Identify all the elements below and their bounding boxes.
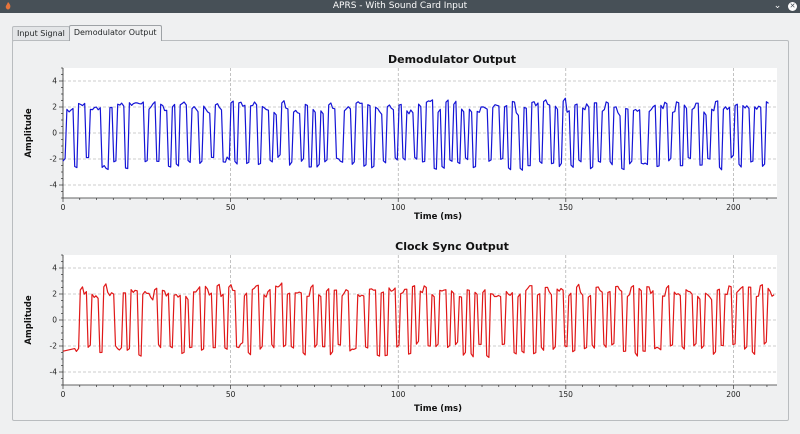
y-tick-label: 2 (52, 103, 57, 112)
y-tick-label: -4 (50, 368, 58, 377)
y-tick-label: 4 (52, 77, 57, 86)
y-tick-label: 4 (52, 264, 57, 273)
y-tick-label: 0 (52, 129, 57, 138)
chart-0: -4 -2 0 2 4 0 50 100 150 200 Demodulator Output Tim… (24, 53, 777, 222)
y-axis-label: Amplitude (24, 108, 34, 158)
tab-demodulator-output[interactable]: Demodulator Output (68, 25, 162, 41)
x-tick-label: 200 (726, 203, 741, 212)
x-tick-label: 150 (559, 203, 574, 212)
tab-bar: Input Signal Demodulator Output (12, 25, 162, 41)
chart-title: Demodulator Output (388, 53, 516, 66)
x-axis-label: Time (ms) (414, 404, 462, 414)
close-icon[interactable]: ✕ (788, 2, 797, 11)
y-tick-label: -2 (50, 155, 58, 164)
x-tick-label: 100 (391, 203, 406, 212)
x-tick-label: 150 (559, 390, 574, 399)
y-tick-label: -4 (50, 181, 58, 190)
x-tick-label: 0 (61, 203, 66, 212)
y-axis-label: Amplitude (24, 295, 34, 345)
series-line (62, 97, 769, 171)
x-tick-label: 100 (391, 390, 406, 399)
x-tick-label: 0 (61, 390, 66, 399)
chevron-down-icon[interactable]: ⌄ (773, 1, 782, 11)
x-tick-label: 50 (226, 390, 236, 399)
y-tick-label: 0 (52, 316, 57, 325)
app-icon (5, 2, 11, 10)
y-tick-label: 2 (52, 290, 57, 299)
x-tick-label: 50 (226, 203, 236, 212)
chart-title: Clock Sync Output (395, 240, 509, 253)
x-tick-label: 200 (726, 390, 741, 399)
window-title: APRS - With Sound Card Input (332, 1, 468, 11)
chart-1: -4 -2 0 2 4 0 50 100 150 200 Clock Sync Output Time… (24, 240, 777, 414)
window-titlebar[interactable]: APRS - With Sound Card Input ⌄ ✕ (0, 0, 800, 13)
series-line (62, 282, 775, 358)
y-tick-label: -2 (50, 342, 58, 351)
x-axis-label: Time (ms) (414, 212, 462, 222)
